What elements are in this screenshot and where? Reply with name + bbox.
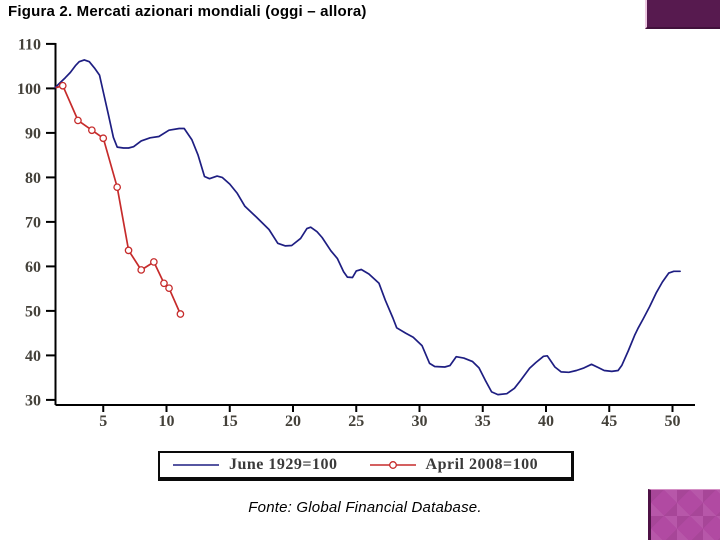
- source-note: Fonte: Global Financial Database.: [248, 499, 482, 516]
- svg-text:110: 110: [18, 36, 41, 53]
- svg-text:30: 30: [412, 413, 428, 430]
- svg-text:35: 35: [475, 413, 491, 430]
- svg-text:70: 70: [25, 214, 41, 231]
- stock-comparison-chart: 30 40 50 60 70 80 90 100 110 5 10 15 20 25 30 35 40 45 50: [17, 36, 695, 430]
- svg-text:25: 25: [348, 413, 364, 430]
- figure-title: Figura 2. Mercati azionari mondiali (ogg…: [8, 3, 367, 20]
- svg-text:40: 40: [25, 348, 41, 365]
- svg-text:50: 50: [665, 413, 681, 430]
- svg-text:10: 10: [159, 413, 175, 430]
- legend-line-sample-2008: [369, 461, 416, 469]
- decor-top-right-block: [645, 0, 720, 29]
- svg-text:30: 30: [25, 392, 41, 409]
- svg-text:90: 90: [25, 125, 41, 142]
- legend-label-2008: April 2008=100: [425, 456, 539, 473]
- chart-legend: June 1929=100 April 2008=100: [158, 451, 574, 481]
- legend-line-sample-1929: [173, 464, 219, 466]
- svg-text:20: 20: [285, 413, 301, 430]
- svg-text:5: 5: [99, 413, 107, 430]
- svg-text:100: 100: [17, 81, 41, 98]
- svg-text:45: 45: [601, 413, 617, 430]
- svg-text:80: 80: [25, 170, 41, 187]
- legend-label-1929: June 1929=100: [229, 456, 338, 473]
- svg-text:60: 60: [25, 259, 41, 276]
- svg-text:50: 50: [25, 303, 41, 320]
- decor-bottom-right-block: [648, 489, 720, 540]
- svg-text:40: 40: [538, 413, 554, 430]
- svg-text:15: 15: [222, 413, 238, 430]
